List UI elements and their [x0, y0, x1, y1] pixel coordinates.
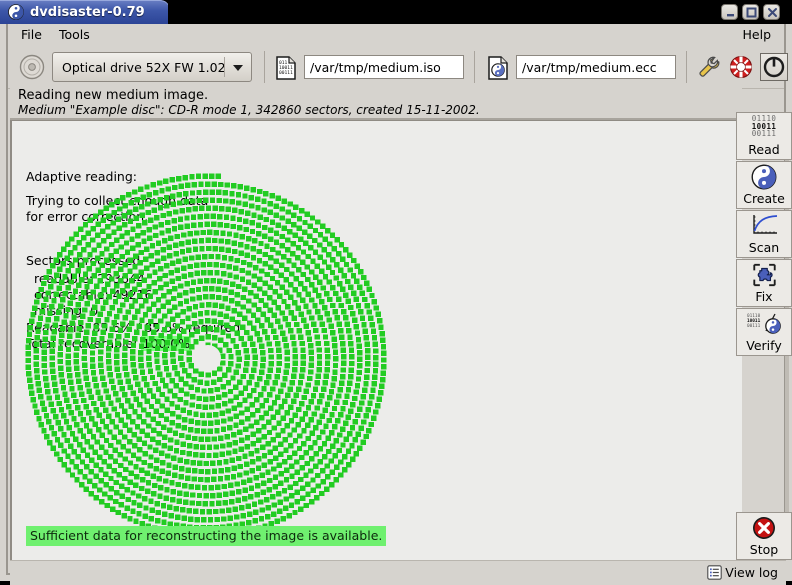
toolbar-separator	[264, 51, 265, 83]
sectors-processed-title: Sectors processed	[26, 253, 141, 268]
readable-percentage: Readable: 85.6% / 85.6% required	[26, 320, 241, 335]
menu-item-file[interactable]: File	[21, 27, 42, 42]
read-binary-line-3: 00111	[751, 129, 777, 138]
yin-yang-icon	[737, 164, 791, 190]
minimize-button[interactable]	[721, 4, 738, 20]
wrench-icon[interactable]	[696, 54, 722, 80]
drive-select-divider	[224, 57, 225, 77]
sidebar-item-create[interactable]: Create	[736, 161, 792, 209]
action-sidebar: 01110 10011 00111 Read Create	[736, 112, 792, 560]
sidebar-label-scan: Scan	[748, 240, 780, 255]
log-list-icon[interactable]	[707, 565, 722, 580]
yin-yang-icon	[8, 4, 24, 20]
quit-button[interactable]	[760, 53, 788, 81]
success-message: Sufficient data for reconstructing the i…	[26, 526, 387, 546]
read-binary-line-2: 10011	[751, 121, 777, 131]
menu-item-tools[interactable]: Tools	[59, 27, 90, 42]
binary-file-icon[interactable]: 011 10011 00111	[274, 56, 298, 80]
svg-text:10011: 10011	[279, 65, 293, 71]
svg-text:00111: 00111	[279, 70, 293, 76]
status-header: Reading new medium image. Medium "Exampl…	[10, 88, 742, 120]
svg-text:00111: 00111	[747, 323, 761, 329]
title-tab	[0, 0, 182, 24]
sidebar-label-read: Read	[748, 142, 780, 157]
toolbar: Optical drive 52X FW 1.02 011 10011 0011…	[8, 46, 788, 89]
toolbar-separator	[686, 51, 687, 83]
menu-item-help[interactable]: Help	[742, 27, 772, 42]
stop-button-label: Stop	[749, 542, 779, 557]
stop-button[interactable]: Stop	[736, 512, 792, 560]
header-line-secondary: Medium "Example disc": CD-R mode 1, 3428…	[18, 103, 480, 117]
client-area: File Tools Help Optical drive 52X FW 1.0…	[6, 24, 792, 585]
ecc-path-value: /var/tmp/medium.ecc	[522, 60, 657, 75]
header-line-primary: Reading new medium image.	[18, 88, 209, 103]
sidebar-label-fix: Fix	[755, 289, 773, 304]
sidebar-item-scan[interactable]: Scan	[736, 210, 792, 258]
close-icon	[768, 8, 777, 17]
total-recoverable-label: Total recoverable:	[26, 336, 142, 351]
sectors-correctable: correctable: 49216	[34, 287, 153, 302]
toolbar-separator	[474, 51, 475, 83]
bottom-bar: View log	[10, 560, 786, 585]
minimize-icon	[727, 14, 734, 17]
maximize-button[interactable]	[742, 4, 759, 20]
binary-stream-icon: 01110 10011 00111	[737, 115, 791, 141]
sectors-missing: missing: 0	[34, 303, 99, 318]
binary-yin-yang-icon: 01110 10011 00111	[737, 311, 791, 337]
chevron-down-icon	[233, 65, 243, 71]
stop-circle-icon	[737, 515, 791, 541]
menu-bar: File Tools Help	[8, 24, 784, 46]
sidebar-item-verify[interactable]: 01110 10011 00111 Verify	[736, 308, 792, 356]
close-button[interactable]	[763, 4, 780, 20]
adaptive-reading-label: Adaptive reading:	[26, 169, 137, 184]
ecc-file-icon[interactable]	[486, 56, 510, 80]
iso-path-value: /var/tmp/medium.iso	[310, 60, 441, 75]
sidebar-label-verify: Verify	[746, 338, 782, 353]
svg-text:011: 011	[279, 60, 288, 66]
reading-work-area: Adaptive reading: Trying to collect enou…	[10, 120, 742, 560]
trying-line-1: Trying to collect enough data	[26, 193, 209, 208]
svg-text:10011: 10011	[747, 318, 761, 324]
total-recoverable-value: 100.0%	[141, 336, 192, 351]
sidebar-label-create: Create	[743, 191, 785, 206]
sidebar-item-read[interactable]: 01110 10011 00111 Read	[736, 112, 792, 160]
power-icon	[763, 56, 785, 78]
curve-graph-icon	[737, 213, 791, 239]
total-recoverable: Total recoverable: 100.0%	[26, 336, 192, 351]
read-binary-line-1: 01110	[751, 114, 777, 123]
sectors-readable: readable: 293644	[34, 271, 145, 286]
window-title: dvdisaster-0.79	[30, 5, 145, 20]
drive-select-label: Optical drive 52X FW 1.02	[62, 60, 226, 75]
svg-text:01110: 01110	[747, 313, 761, 319]
iso-path-input[interactable]: /var/tmp/medium.iso	[304, 55, 464, 79]
view-log-button[interactable]: View log	[725, 565, 778, 580]
title-bar: dvdisaster-0.79	[0, 0, 792, 24]
puzzle-piece-icon	[737, 262, 791, 288]
trying-line-2: for error correction.	[26, 209, 149, 224]
ecc-path-input[interactable]: /var/tmp/medium.ecc	[516, 55, 676, 79]
maximize-icon	[746, 7, 757, 18]
sidebar-item-fix[interactable]: Fix	[736, 259, 792, 307]
lifebuoy-icon[interactable]	[728, 54, 754, 80]
optical-disc-icon	[18, 53, 46, 81]
drive-select[interactable]: Optical drive 52X FW 1.02	[52, 52, 252, 82]
